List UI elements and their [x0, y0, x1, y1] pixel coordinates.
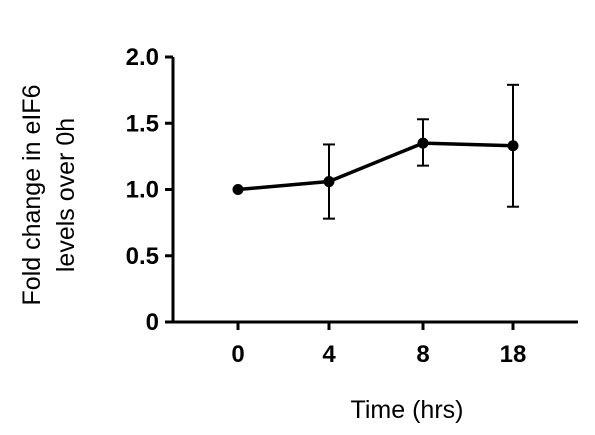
data-series — [232, 83, 519, 220]
y-axis-title-line-1: Fold change in eIF6 — [18, 85, 46, 306]
data-point — [417, 137, 429, 149]
series-line — [237, 141, 514, 192]
x-tick-label: 18 — [500, 341, 527, 368]
x-tick-label: 4 — [322, 341, 336, 368]
x-tick-label: 0 — [231, 341, 244, 368]
x-tick-label: 8 — [416, 341, 429, 368]
tick-labels: 0 0.5 1.0 1.5 2.0 0 4 8 18 — [126, 44, 527, 368]
y-tick-label: 2.0 — [126, 44, 159, 71]
x-axis-title: Time (hrs) — [351, 396, 464, 424]
y-tick-label: 0.5 — [126, 243, 159, 270]
data-point — [323, 176, 335, 188]
y-tick-label: 1.0 — [126, 177, 159, 204]
y-axis-title-line-2: levels over 0h — [52, 118, 80, 272]
data-point — [232, 184, 244, 195]
data-point — [507, 140, 519, 152]
y-tick-label: 0 — [146, 309, 159, 336]
y-tick-label: 1.5 — [126, 110, 159, 137]
axes — [165, 55, 578, 330]
